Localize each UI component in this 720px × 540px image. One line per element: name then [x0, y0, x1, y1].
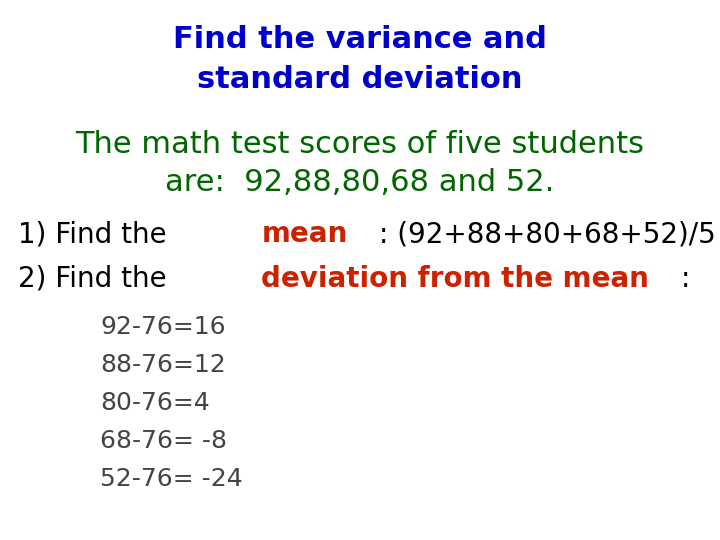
Text: 52-76= -24: 52-76= -24: [100, 467, 243, 491]
Text: 92-76=16: 92-76=16: [100, 315, 225, 339]
Text: 1) Find the: 1) Find the: [18, 220, 176, 248]
Text: deviation from the mean: deviation from the mean: [261, 265, 649, 293]
Text: 2) Find the: 2) Find the: [18, 265, 176, 293]
Text: standard deviation: standard deviation: [197, 65, 523, 94]
Text: : (92+88+80+68+52)/5 = 76.: : (92+88+80+68+52)/5 = 76.: [379, 220, 720, 248]
Text: The math test scores of five students: The math test scores of five students: [76, 130, 644, 159]
Text: 88-76=12: 88-76=12: [100, 353, 226, 377]
Text: 80-76=4: 80-76=4: [100, 391, 210, 415]
Text: 68-76= -8: 68-76= -8: [100, 429, 227, 453]
Text: Find the variance and: Find the variance and: [173, 25, 547, 54]
Text: :: :: [680, 265, 690, 293]
Text: are:  92,88,80,68 and 52.: are: 92,88,80,68 and 52.: [166, 168, 554, 197]
Text: mean: mean: [261, 220, 348, 248]
